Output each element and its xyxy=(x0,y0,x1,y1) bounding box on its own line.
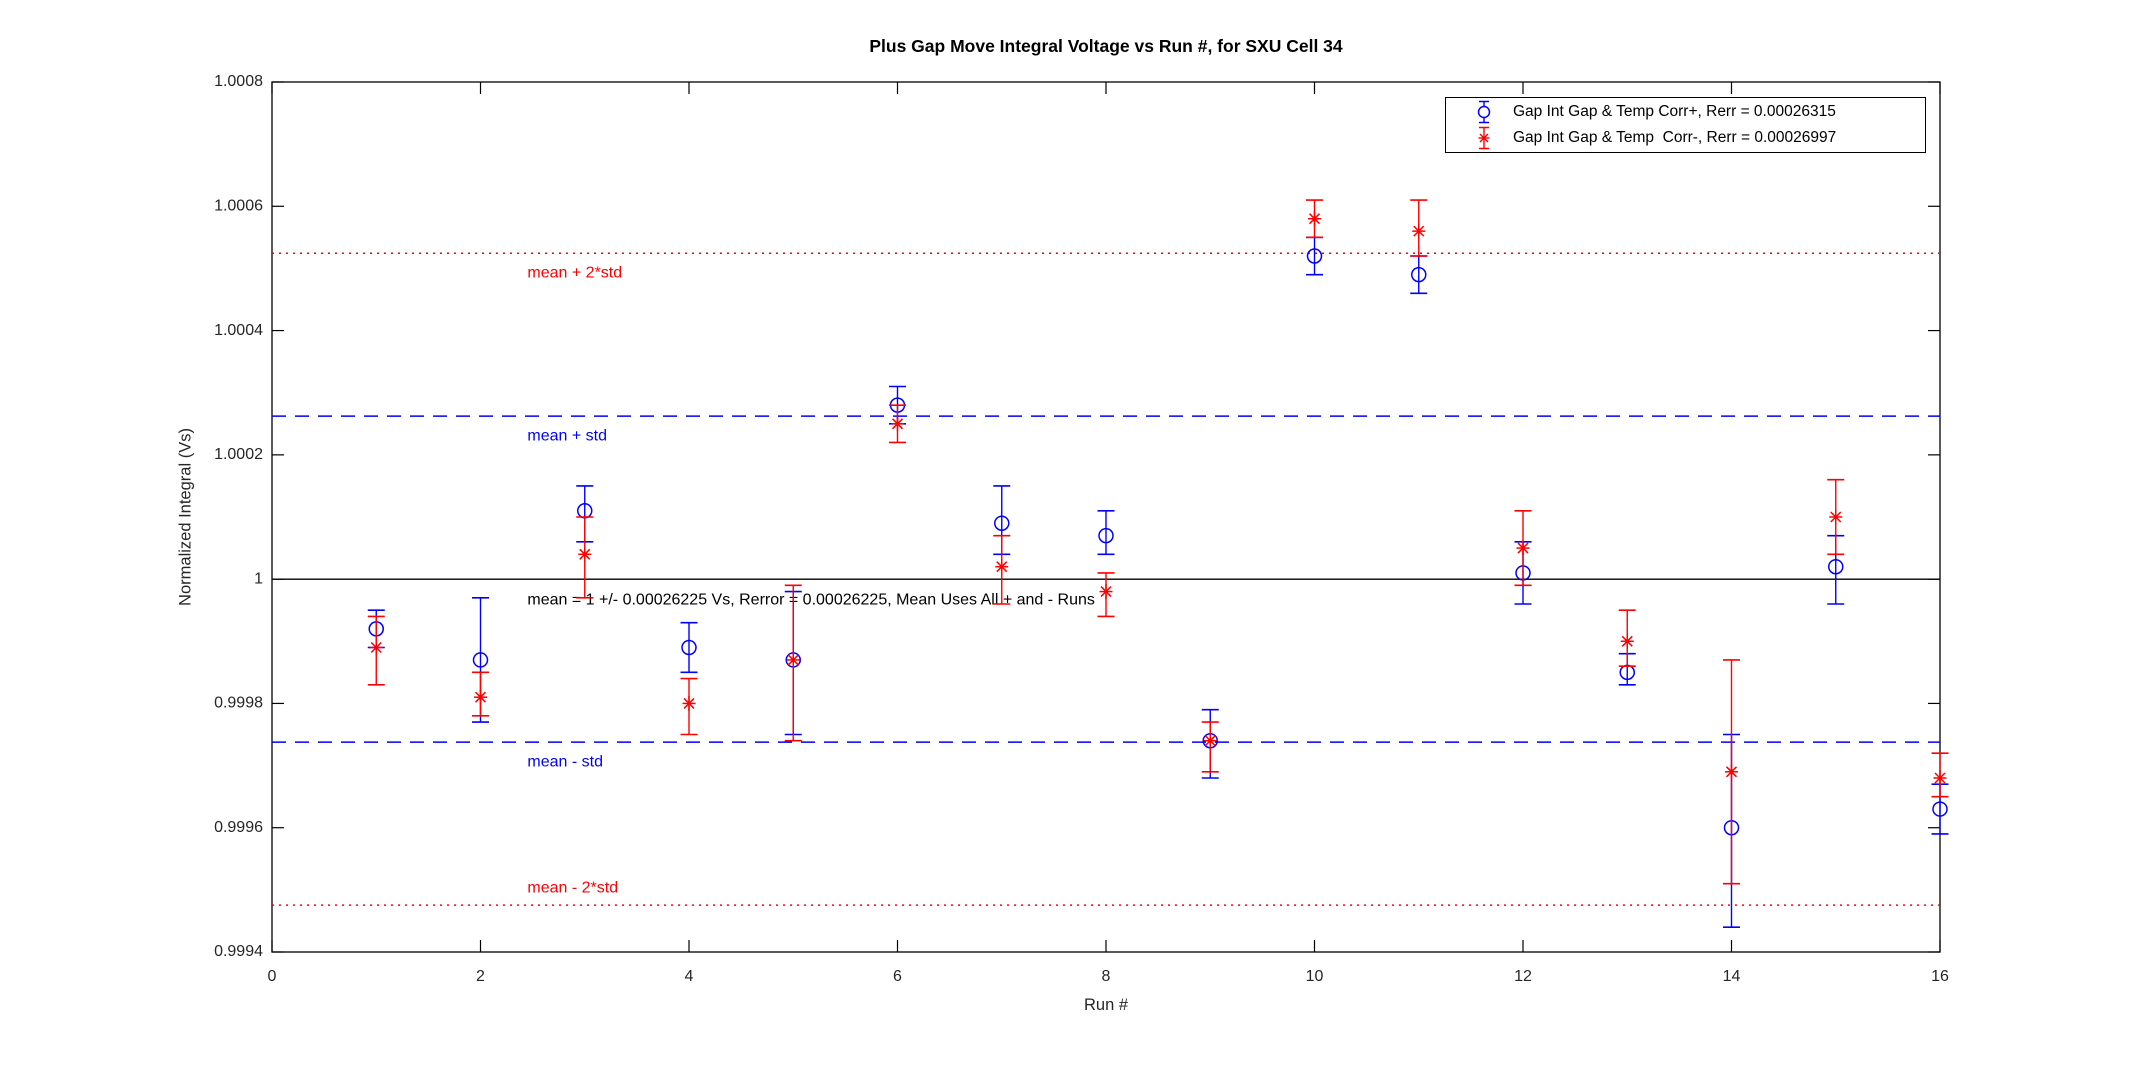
reference-line-label: mean + 2*std xyxy=(527,264,622,281)
circle-glyph xyxy=(1477,105,1491,119)
y-tick-label: 1.0008 xyxy=(214,73,263,90)
data-point-marker xyxy=(1308,211,1321,227)
errorbar-circle-icon xyxy=(1477,100,1491,124)
reference-line-label: mean + std xyxy=(527,427,607,444)
data-point-marker xyxy=(578,546,592,562)
data-point-marker xyxy=(1412,223,1426,239)
mean-annotation: mean = 1 +/- 0.00026225 Vs, Rerror = 0.0… xyxy=(527,591,1094,608)
x-tick-label: 14 xyxy=(1723,968,1741,985)
y-tick-label: 1.0006 xyxy=(214,198,263,215)
data-point-marker xyxy=(1620,633,1634,649)
data-point-marker xyxy=(474,689,487,705)
legend-label: Gap Int Gap & Temp Corr-, Rerr = 0.00026… xyxy=(1513,129,1837,146)
asterisk-marker xyxy=(1621,635,1633,647)
y-tick-label: 0.9996 xyxy=(214,819,263,836)
data-point-marker xyxy=(369,640,383,655)
circle-marker xyxy=(681,639,697,656)
data-point-marker xyxy=(1203,733,1217,749)
legend-entry-corr-minus: Gap Int Gap & Temp Corr-, Rerr = 0.00026… xyxy=(1446,125,1925,151)
x-axis-label: Run # xyxy=(1083,996,1129,1014)
data-point-marker xyxy=(681,639,697,656)
asterisk-marker xyxy=(1830,511,1842,523)
asterisk-marker xyxy=(996,561,1008,573)
x-tick-label: 2 xyxy=(476,968,485,985)
data-point-marker xyxy=(682,695,696,711)
data-point-marker xyxy=(786,652,800,668)
x-tick-label: 4 xyxy=(685,968,694,985)
data-point-marker xyxy=(994,515,1010,531)
asterisk-marker xyxy=(370,641,382,654)
circle-marker xyxy=(1098,527,1114,544)
circle-marker xyxy=(472,652,489,668)
data-point-marker xyxy=(995,559,1009,575)
data-point-marker xyxy=(472,652,489,668)
asterisk-marker xyxy=(891,418,904,430)
data-point-marker xyxy=(1099,584,1113,600)
y-tick-label: 0.9994 xyxy=(214,943,263,960)
asterisk-marker xyxy=(1934,772,1946,784)
legend-entry-corr-plus: Gap Int Gap & Temp Corr+, Rerr = 0.00026… xyxy=(1446,99,1925,125)
asterisk-marker xyxy=(1413,225,1425,237)
data-point-marker xyxy=(1828,558,1844,575)
x-tick-label: 8 xyxy=(1102,968,1111,985)
series-corr-plus xyxy=(367,236,1949,928)
x-tick-label: 12 xyxy=(1514,968,1532,985)
series-corr-minus xyxy=(367,199,1949,885)
circle-marker xyxy=(994,515,1010,531)
data-point-marker xyxy=(1932,801,1948,817)
data-point-marker xyxy=(1411,266,1427,283)
chart-title: Plus Gap Move Integral Voltage vs Run #,… xyxy=(869,36,1343,56)
errorbar-asterisk-icon xyxy=(1478,126,1490,150)
y-tick-label: 1.0002 xyxy=(214,446,263,463)
reference-line-label: mean - 2*std xyxy=(527,879,618,896)
data-point-marker xyxy=(1933,770,1947,786)
x-tick-label: 10 xyxy=(1306,968,1324,985)
y-tick-label: 1.0004 xyxy=(214,322,263,339)
x-tick-label: 6 xyxy=(893,968,902,985)
data-point-marker xyxy=(1098,527,1114,544)
asterisk-marker xyxy=(683,697,695,709)
reference-line-label: mean - std xyxy=(527,753,603,770)
y-tick-label: 1 xyxy=(254,570,263,587)
circle-marker xyxy=(1411,266,1427,283)
data-point-marker xyxy=(1306,248,1323,264)
circle-marker xyxy=(1828,558,1844,575)
x-tick-label: 16 xyxy=(1931,968,1949,985)
legend-label: Gap Int Gap & Temp Corr+, Rerr = 0.00026… xyxy=(1513,103,1836,120)
data-point-marker xyxy=(891,416,904,432)
data-point-marker xyxy=(1516,540,1530,556)
asterisk-marker xyxy=(1100,586,1112,598)
y-tick-label: 0.9998 xyxy=(214,695,263,712)
asterisk-glyph xyxy=(1479,133,1489,143)
asterisk-marker xyxy=(787,654,799,666)
asterisk-marker xyxy=(1517,542,1529,554)
asterisk-marker xyxy=(1308,213,1321,225)
circle-marker xyxy=(1306,248,1323,264)
legend: Gap Int Gap & Temp Corr+, Rerr = 0.00026… xyxy=(1445,97,1926,153)
circle-marker xyxy=(1932,801,1948,817)
x-tick-label: 0 xyxy=(268,968,277,985)
data-point-marker xyxy=(1829,509,1843,525)
asterisk-marker xyxy=(1725,766,1738,778)
asterisk-marker xyxy=(579,548,591,560)
data-point-marker xyxy=(1725,764,1738,780)
asterisk-marker xyxy=(1204,735,1216,747)
asterisk-marker xyxy=(474,691,487,703)
